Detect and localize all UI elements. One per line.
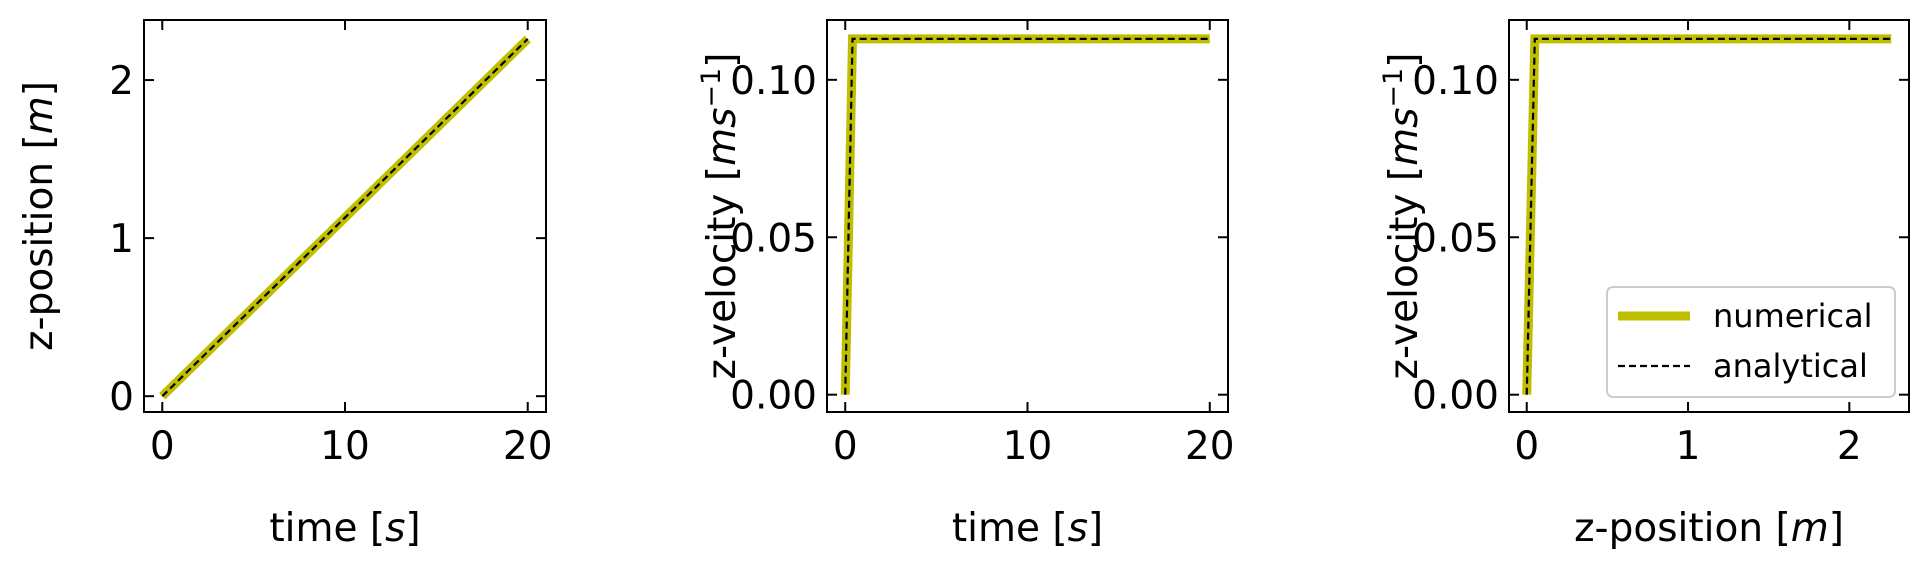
x-axis-label-unit: s [385,506,405,551]
y-axis-label-bracket: ] [700,53,745,68]
y-tick-label: 0.00 [730,374,817,419]
y-axis-label-text: z-position [ [17,134,62,351]
x-axis-label-unit: s [1068,506,1088,551]
y-tick-label: 0.05 [1412,216,1499,261]
x-tick-label: 0 [833,424,858,469]
x-tick-label: 2 [1837,424,1862,469]
y-axis-label-text: z-velocity [ [700,166,745,380]
y-axis-label: z-velocity [ms−1] [696,53,746,380]
y-tick-label: 0.10 [1412,59,1499,104]
y-axis-label-bracket: ] [17,81,62,96]
x-axis-label-text: z-position [ [1574,506,1791,551]
y-axis-label-exponent: −1 [696,68,727,108]
x-axis-label-bracket: ] [1829,506,1844,551]
y-tick-label: 2 [109,59,134,104]
y-tick-label: 1 [109,217,134,262]
x-axis-label-bracket: ] [1088,506,1103,551]
y-axis-label-text: z-velocity [ [1382,166,1427,380]
y-axis-label-bracket: ] [1382,53,1427,68]
y-tick-label: 0 [109,375,134,420]
x-axis-label: z-position [m] [1574,506,1844,551]
x-axis-label-bracket: ] [405,506,420,551]
x-tick-label: 10 [1003,424,1053,469]
y-axis-label: z-velocity [ms−1] [1378,53,1428,380]
x-tick-label: 0 [1514,424,1539,469]
x-tick-label: 1 [1676,424,1701,469]
y-axis-label: z-position [m] [17,81,62,351]
x-axis-label: time [s] [269,506,420,551]
legend-label-analytical: analytical [1713,347,1868,385]
legend: numerical analytical [1606,286,1896,398]
y-tick-label: 0.00 [1412,374,1499,419]
series-analytical-line [844,37,1210,395]
series-analytical-line [161,38,529,397]
subplot-3: 0 1 20.000.050.10z-position [m]z-velocity … [1378,19,1910,551]
y-axis-label-unit: m [17,96,62,134]
legend-label-numerical: numerical [1713,297,1873,335]
x-tick-label: 20 [503,424,553,469]
y-tick-label: 0.05 [730,216,817,261]
y-axis-label-unit: ms [700,108,745,166]
series-analytical-line [1525,37,1892,395]
x-tick-label: 0 [150,424,175,469]
x-axis-label: time [s] [952,506,1103,551]
y-axis-label-exponent: −1 [1378,68,1409,108]
axes-frame [1508,19,1910,413]
x-tick-label: 10 [320,424,370,469]
x-tick-label: 20 [1185,424,1235,469]
y-axis-label-unit: ms [1382,108,1427,166]
y-tick-label: 0.10 [730,59,817,104]
x-axis-label-text: time [ [952,506,1068,551]
x-axis-label-unit: m [1791,506,1829,551]
x-axis-label-text: time [ [269,506,385,551]
